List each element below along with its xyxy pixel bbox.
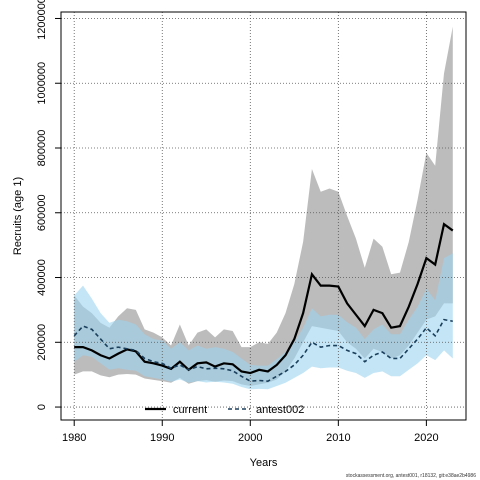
legend-label-current: current [173,404,207,416]
grid-lines [61,12,466,420]
series-lines [73,222,454,382]
x-axis-label: Years [250,457,278,469]
line-antest002 [73,318,453,382]
band-antest002 [74,253,453,390]
legend-label-antest002: antest002 [256,404,304,416]
x-tick-label-2000: 2000 [238,432,262,444]
x-axis: 1980 1990 2000 2010 2020 [62,420,439,444]
y-tick-label-800000: 800000 [36,130,48,167]
y-axis: 0 200000 400000 600000 800000 1000000 1200000 [36,0,61,410]
y-tick-label-200000: 200000 [36,324,48,361]
plot-frame [60,11,467,421]
uncertainty-bands [74,26,453,390]
x-tick-label-1980: 1980 [62,432,86,444]
y-tick-label-1000000: 1000000 [36,62,48,105]
legend: current antest002 [145,404,304,416]
footer-credit: stockassessment.org, antest001, r18132, … [346,473,476,479]
y-axis-label: Recruits (age 1) [12,177,24,255]
line-current [74,222,454,375]
x-tick-label-2010: 2010 [326,432,350,444]
y-tick-label-400000: 400000 [36,259,48,296]
band-current [74,26,453,386]
y-tick-label-1200000: 1200000 [36,0,48,40]
y-tick-label-0: 0 [36,404,48,410]
x-tick-label-1990: 1990 [150,432,174,444]
x-tick-label-2020: 2020 [414,432,438,444]
y-tick-label-600000: 600000 [36,194,48,231]
